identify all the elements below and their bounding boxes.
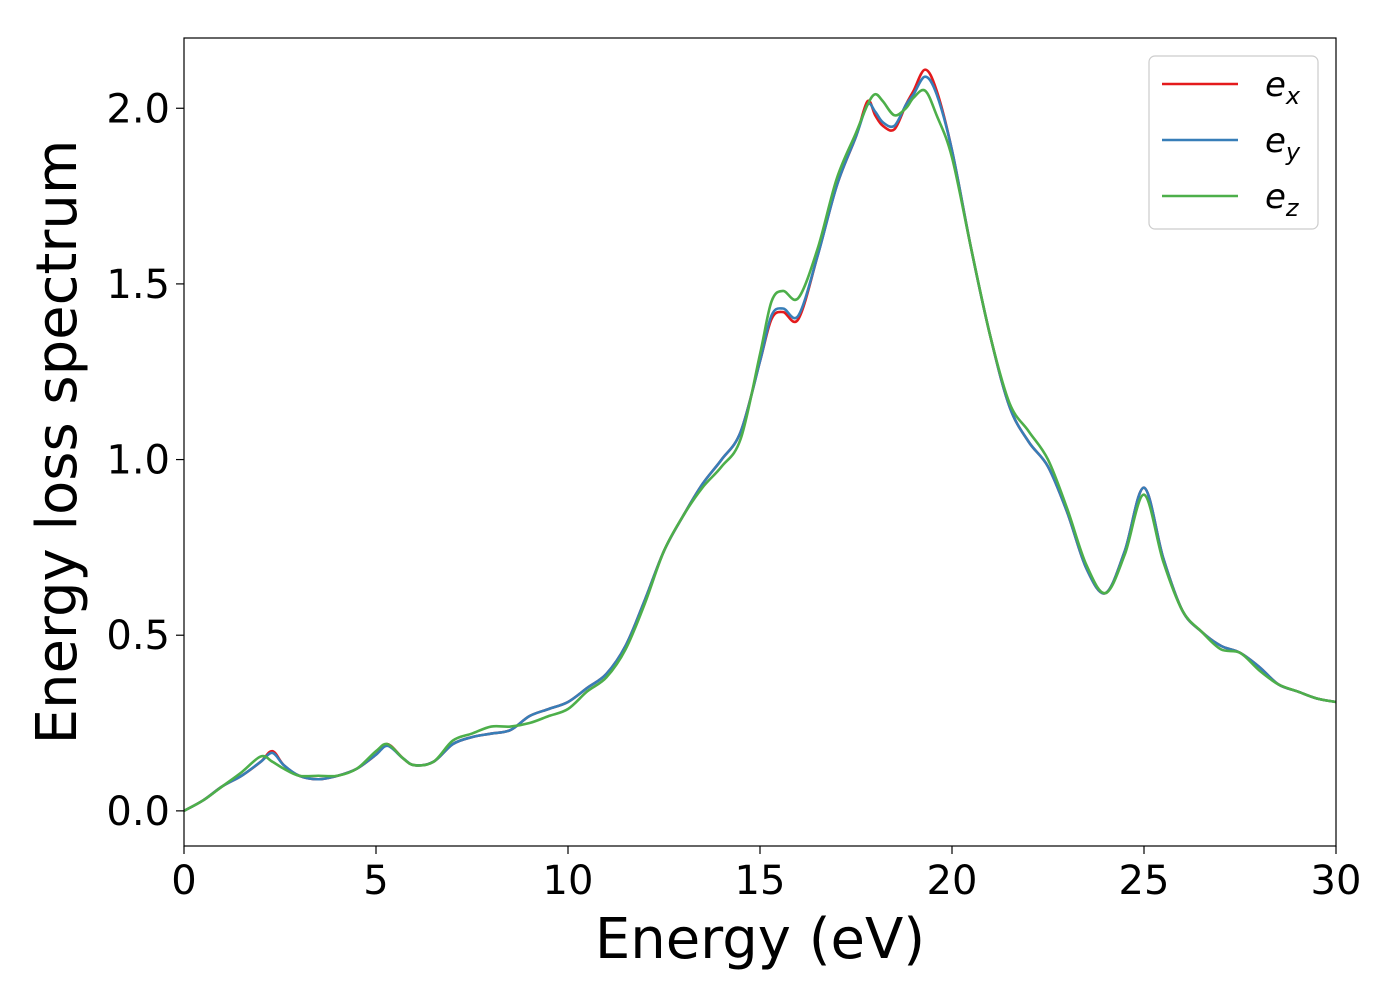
y-axis-label: Energy loss spectrum (25, 140, 90, 745)
x-tick-label: 10 (543, 858, 594, 904)
legend-frame (1148, 55, 1319, 230)
y-axis: 0.0 0.5 1.0 1.5 2.0 (106, 86, 184, 835)
x-tick-label: 20 (927, 858, 978, 904)
x-axis-label: Energy (eV) (595, 907, 925, 972)
x-tick-label: 25 (1119, 858, 1170, 904)
x-axis: 0 5 10 15 20 25 30 (171, 846, 1361, 904)
y-tick-label: 0.5 (106, 613, 170, 659)
y-tick-label: 1.0 (106, 438, 170, 484)
legend-label-x: ex (1265, 65, 1301, 110)
x-tick-label: 0 (171, 858, 196, 904)
y-tick-label: 1.5 (106, 262, 170, 308)
series-line-e-z (184, 88, 1336, 813)
x-tick-label: 5 (363, 858, 388, 904)
legend-label-y: ey (1265, 121, 1301, 166)
series-layer (184, 68, 1336, 813)
x-tick-label: 30 (1311, 858, 1362, 904)
y-tick-label: 2.0 (106, 86, 170, 132)
x-tick-label: 15 (735, 858, 786, 904)
y-tick-label: 0.0 (106, 789, 170, 835)
